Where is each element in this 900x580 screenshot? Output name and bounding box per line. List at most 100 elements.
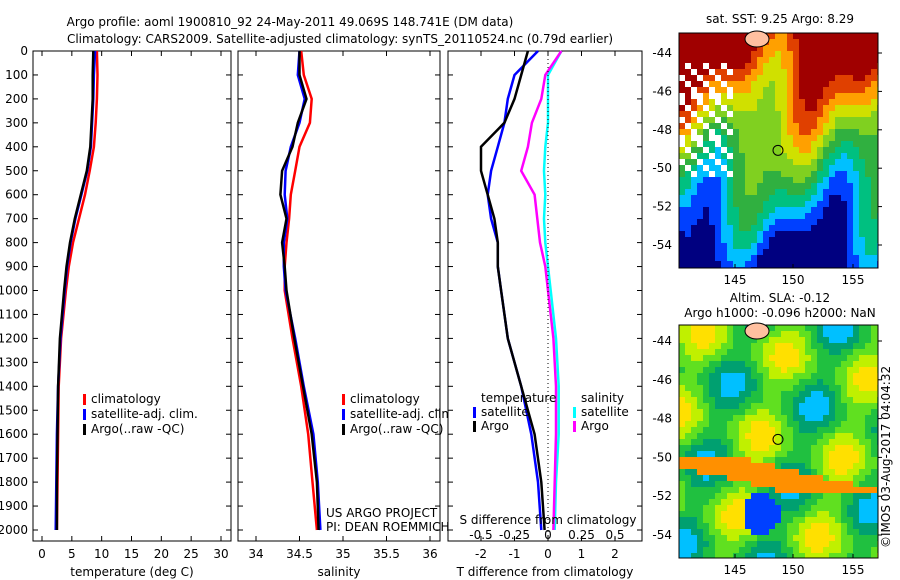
map-cell (685, 481, 691, 487)
map-cell (847, 337, 853, 343)
map-cell (709, 99, 715, 105)
map-cell (709, 541, 715, 547)
map-cell (817, 99, 823, 105)
map-cell (769, 325, 775, 331)
map-cell (697, 123, 703, 129)
map-cell (715, 475, 721, 481)
map-cell (715, 219, 721, 225)
map-cell (721, 547, 727, 553)
map-cell (823, 69, 829, 75)
map-cell (679, 177, 685, 183)
map-cell (835, 517, 841, 523)
map-cell (781, 99, 787, 105)
map-cell (817, 63, 823, 69)
map-cell (799, 81, 805, 87)
map-cell (787, 75, 793, 81)
map-cell (781, 325, 787, 331)
map-cell (709, 63, 715, 69)
map-cell (721, 541, 727, 547)
map-cell (769, 117, 775, 123)
map-cell (733, 33, 739, 39)
map-cell (721, 99, 727, 105)
secondary-tick-label: 0.5 (605, 528, 624, 542)
map-cell (739, 541, 745, 547)
map-cell (769, 457, 775, 463)
map-cell (715, 39, 721, 45)
map-cell (871, 237, 877, 243)
map-cell (709, 475, 715, 481)
map-cell (829, 325, 835, 331)
map-cell (757, 343, 763, 349)
map-cell (763, 195, 769, 201)
map-cell (847, 325, 853, 331)
map-cell (757, 87, 763, 93)
map-cell (703, 349, 709, 355)
map-cell (697, 219, 703, 225)
map-cell (739, 123, 745, 129)
map-cell (859, 499, 865, 505)
map-cell (739, 337, 745, 343)
map-cell (781, 541, 787, 547)
map-cell (721, 481, 727, 487)
map-cell (739, 243, 745, 249)
map-cell (811, 349, 817, 355)
map-cell (697, 159, 703, 165)
map-cell (799, 403, 805, 409)
map-cell (679, 469, 685, 475)
map-cell (685, 189, 691, 195)
map-cell (769, 445, 775, 451)
map-cell (703, 39, 709, 45)
map-cell (793, 331, 799, 337)
map-cell (805, 373, 811, 379)
map-cell (817, 69, 823, 75)
map-cell (727, 391, 733, 397)
map-cell (793, 93, 799, 99)
map-cell (829, 451, 835, 457)
map-cell (685, 325, 691, 331)
map-cell (781, 547, 787, 553)
map-cell (793, 457, 799, 463)
map-cell (793, 415, 799, 421)
map-cell (751, 159, 757, 165)
map-cell (781, 409, 787, 415)
map-cell (763, 93, 769, 99)
map-cell (709, 415, 715, 421)
map-cell (841, 51, 847, 57)
map-cell (751, 129, 757, 135)
map-cell (685, 213, 691, 219)
map-cell (787, 349, 793, 355)
map-cell (829, 361, 835, 367)
map-cell (757, 57, 763, 63)
map-cell (685, 123, 691, 129)
map-cell (733, 379, 739, 385)
map-cell (679, 141, 685, 147)
map-cell (733, 391, 739, 397)
legend-label: satellite (481, 405, 529, 419)
map-cell (793, 445, 799, 451)
map-cell (781, 201, 787, 207)
map-cell (697, 469, 703, 475)
map-cell (751, 123, 757, 129)
map-cell (871, 189, 877, 195)
map-cell (763, 337, 769, 343)
map-cell (823, 57, 829, 63)
map-cell (811, 129, 817, 135)
map-cell (697, 63, 703, 69)
map-cell (763, 117, 769, 123)
map-cell (805, 421, 811, 427)
map-cell (715, 547, 721, 553)
map-cell (781, 243, 787, 249)
map-cell (811, 493, 817, 499)
map-cell (793, 367, 799, 373)
map-cell (817, 51, 823, 57)
map-cell (739, 433, 745, 439)
map-cell (685, 331, 691, 337)
map-cell (715, 129, 721, 135)
map-cell (751, 451, 757, 457)
map-cell (685, 87, 691, 93)
map-cell (763, 63, 769, 69)
map-cell (757, 397, 763, 403)
map-cell (865, 487, 871, 493)
map-cell (811, 189, 817, 195)
map-cell (865, 439, 871, 445)
